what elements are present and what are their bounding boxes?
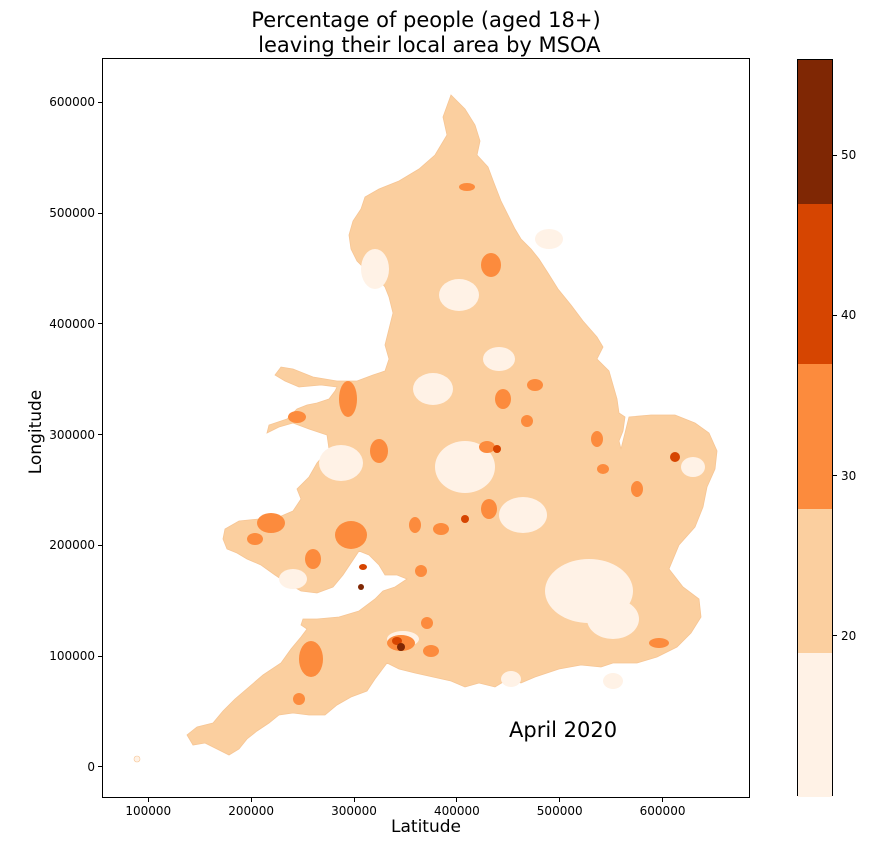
colorbar-tick-label: 20 bbox=[841, 628, 857, 643]
colorbar-segment bbox=[798, 60, 832, 205]
y-tick-label: 400000 bbox=[49, 316, 95, 331]
colorbar-tick-mark bbox=[833, 475, 837, 477]
y-tick-label: 100000 bbox=[49, 649, 95, 664]
colorbar-tick-label: 30 bbox=[841, 468, 857, 483]
y-tick-label: 600000 bbox=[49, 95, 95, 110]
island bbox=[133, 755, 141, 763]
x-tick-label: 500000 bbox=[536, 804, 583, 818]
title-line-2: leaving their local area by MSOA bbox=[251, 33, 601, 57]
y-axis-label: Longitude bbox=[26, 389, 46, 475]
date-annotation: April 2020 bbox=[509, 718, 618, 742]
x-tick-label: 100000 bbox=[125, 804, 172, 818]
x-tick-mark bbox=[662, 798, 664, 802]
colorbar-tick-mark bbox=[833, 154, 837, 156]
x-tick-label: 400000 bbox=[433, 804, 480, 818]
x-tick-label: 600000 bbox=[639, 804, 686, 818]
colorbar-tick-mark bbox=[833, 314, 837, 316]
low-band-areas bbox=[279, 229, 705, 689]
x-tick-label: 300000 bbox=[331, 804, 377, 818]
y-tick-label: 500000 bbox=[49, 206, 95, 221]
x-tick-mark bbox=[559, 798, 561, 802]
x-tick-mark bbox=[147, 798, 149, 802]
x-tick-mark bbox=[353, 798, 355, 802]
x-tick-mark bbox=[250, 798, 252, 802]
y-tick-mark bbox=[98, 544, 102, 546]
y-tick-mark bbox=[98, 434, 102, 436]
colorbar-tick-label: 40 bbox=[841, 308, 857, 323]
y-tick-mark bbox=[98, 766, 102, 768]
y-tick-mark bbox=[98, 101, 102, 103]
y-tick-mark bbox=[98, 655, 102, 657]
colorbar-segment bbox=[798, 204, 832, 365]
y-tick-label: 300000 bbox=[49, 427, 95, 442]
colorbar-tick-mark bbox=[833, 635, 837, 637]
colorbar-segment bbox=[798, 652, 832, 797]
map-base bbox=[186, 94, 718, 756]
map-title: Percentage of people (aged 18+) leaving … bbox=[102, 8, 750, 58]
y-tick-label: 0 bbox=[87, 759, 95, 774]
y-tick-mark bbox=[98, 212, 102, 214]
title-line-1: Percentage of people (aged 18+) bbox=[251, 8, 601, 32]
x-tick-mark bbox=[456, 798, 458, 802]
mid-band-areas bbox=[247, 183, 669, 705]
map-axes bbox=[102, 58, 750, 798]
colorbar-segment bbox=[798, 364, 832, 509]
high-band-areas bbox=[359, 445, 680, 645]
x-axis-label: Latitude bbox=[391, 817, 461, 837]
colorbar-segment bbox=[798, 508, 832, 653]
y-tick-label: 200000 bbox=[49, 538, 95, 553]
x-tick-label: 200000 bbox=[228, 804, 275, 818]
england-wales-map bbox=[133, 94, 718, 763]
colorbar-tick-label: 50 bbox=[841, 148, 857, 163]
colorbar bbox=[797, 59, 833, 797]
top-band-areas bbox=[358, 584, 405, 651]
y-tick-mark bbox=[98, 323, 102, 325]
